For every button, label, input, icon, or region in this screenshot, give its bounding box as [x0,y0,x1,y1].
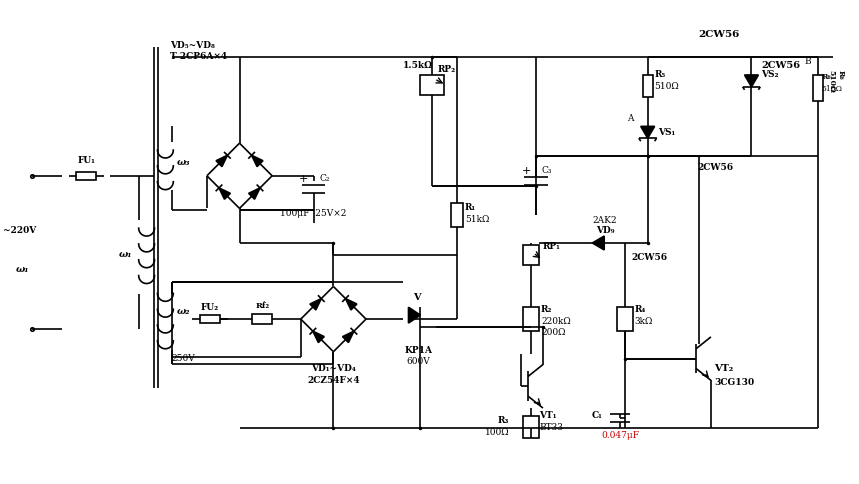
Text: RP₁: RP₁ [543,242,561,252]
Text: ω₂: ω₂ [176,307,190,316]
Bar [523,307,539,331]
Text: FU₂: FU₂ [201,302,219,312]
Text: 600V: 600V [406,357,430,366]
Text: VD₅~VD₈: VD₅~VD₈ [170,41,216,50]
Text: T 2CP6A×4: T 2CP6A×4 [170,52,228,60]
Polygon shape [343,331,354,343]
Text: VT₂: VT₂ [714,364,733,373]
Text: 220kΩ: 220kΩ [541,317,570,326]
Text: 2CZ54F×4: 2CZ54F×4 [307,376,360,385]
Text: ω₃: ω₃ [176,158,190,167]
Text: RP₂: RP₂ [437,64,455,74]
Text: VT₁: VT₁ [539,411,557,421]
Text: 2AK2: 2AK2 [593,216,618,225]
Text: +: + [299,174,308,184]
Text: C₁: C₁ [591,411,602,421]
Bar [523,245,539,265]
Text: BT33: BT33 [539,424,563,432]
Polygon shape [219,188,230,199]
Polygon shape [249,188,260,199]
Text: A: A [627,114,633,123]
Text: C₃: C₃ [542,166,552,175]
Polygon shape [252,155,263,166]
Text: 3kΩ: 3kΩ [635,317,653,326]
Text: ω₁: ω₁ [119,250,132,259]
Polygon shape [745,75,758,87]
Bar [813,75,823,101]
Text: ~220V: ~220V [3,226,37,235]
Polygon shape [216,155,228,166]
Bar [617,307,633,331]
Text: 51kΩ: 51kΩ [465,215,490,224]
Bar [200,315,220,323]
Text: FU₁: FU₁ [77,156,95,166]
Text: 510Ω: 510Ω [655,82,679,91]
Text: Rḟ₂: Rḟ₂ [255,302,270,310]
Text: 2CW56: 2CW56 [631,253,667,262]
Polygon shape [310,299,321,310]
Bar [420,75,444,95]
Text: R₆
510Ω: R₆ 510Ω [827,71,844,93]
Text: R₂: R₂ [541,305,552,314]
Text: 1.5kΩ: 1.5kΩ [403,60,433,70]
Text: 510Ω: 510Ω [821,85,843,93]
Text: 3CG130: 3CG130 [714,378,754,387]
Text: 2CW56: 2CW56 [698,164,734,172]
Text: B: B [805,57,811,66]
Bar [76,172,96,180]
Text: C₂: C₂ [320,174,330,183]
Polygon shape [409,307,420,323]
Text: 100μF  25V×2: 100μF 25V×2 [280,209,347,218]
Text: R₁: R₁ [465,203,476,212]
Text: 100Ω: 100Ω [484,428,509,437]
Text: 0.047μF: 0.047μF [601,431,639,440]
Text: KP1A: KP1A [405,346,432,355]
Text: R₄: R₄ [635,305,646,314]
Text: R₆: R₆ [821,73,832,81]
Bar [643,75,653,97]
Text: R₃: R₃ [498,416,509,425]
Text: VD₁~VD₄: VD₁~VD₄ [311,364,356,373]
Text: VS₂: VS₂ [761,71,779,79]
Polygon shape [593,236,604,250]
Text: 2CW56: 2CW56 [698,30,740,39]
Text: ω₁: ω₁ [15,265,29,274]
Text: +: + [521,166,531,176]
Text: 200Ω: 200Ω [541,329,565,337]
Bar [451,203,463,227]
Text: VS₁: VS₁ [658,128,675,137]
Bar [253,314,272,324]
Polygon shape [345,299,356,310]
Text: VD₉: VD₉ [596,226,614,235]
Polygon shape [641,126,655,138]
Text: V: V [412,293,420,302]
Polygon shape [313,331,324,343]
Text: R₅: R₅ [655,71,666,79]
Text: 2CW56: 2CW56 [761,60,801,70]
Bar [523,416,539,438]
Text: 250V: 250V [171,354,195,363]
